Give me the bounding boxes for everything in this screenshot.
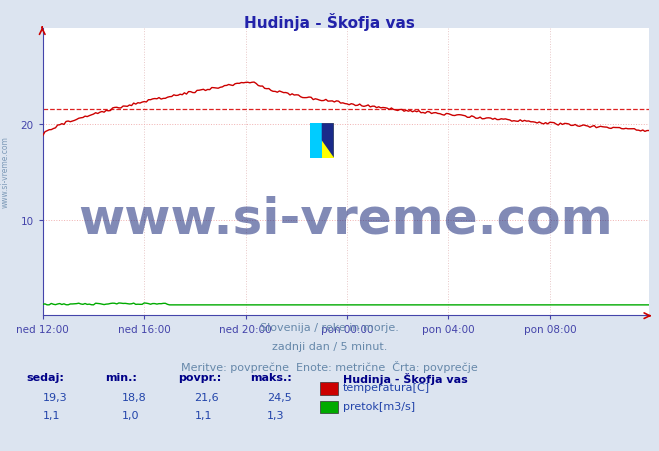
Text: sedaj:: sedaj: [26,372,64,382]
Text: Meritve: povprečne  Enote: metrične  Črta: povprečje: Meritve: povprečne Enote: metrične Črta:… [181,360,478,372]
Text: 21,6: 21,6 [194,392,219,402]
Text: Slovenija / reke in morje.: Slovenija / reke in morje. [260,322,399,332]
Text: temperatura[C]: temperatura[C] [343,382,430,392]
Text: Hudinja - Škofja vas: Hudinja - Škofja vas [343,372,467,384]
Text: Hudinja - Škofja vas: Hudinja - Škofja vas [244,13,415,31]
Text: 1,0: 1,0 [122,410,140,420]
Text: 1,3: 1,3 [267,410,285,420]
Text: 19,3: 19,3 [43,392,67,402]
Text: min.:: min.: [105,372,137,382]
Text: maks.:: maks.: [250,372,292,382]
Bar [310,124,322,158]
Text: 1,1: 1,1 [194,410,212,420]
Text: 24,5: 24,5 [267,392,292,402]
Text: zadnji dan / 5 minut.: zadnji dan / 5 minut. [272,341,387,351]
Text: 18,8: 18,8 [122,392,147,402]
Text: pretok[m3/s]: pretok[m3/s] [343,401,415,411]
Text: 1,1: 1,1 [43,410,61,420]
Polygon shape [322,124,334,158]
Text: www.si-vreme.com: www.si-vreme.com [1,135,10,207]
Bar [310,124,334,158]
Text: www.si-vreme.com: www.si-vreme.com [78,195,614,243]
Text: povpr.:: povpr.: [178,372,221,382]
